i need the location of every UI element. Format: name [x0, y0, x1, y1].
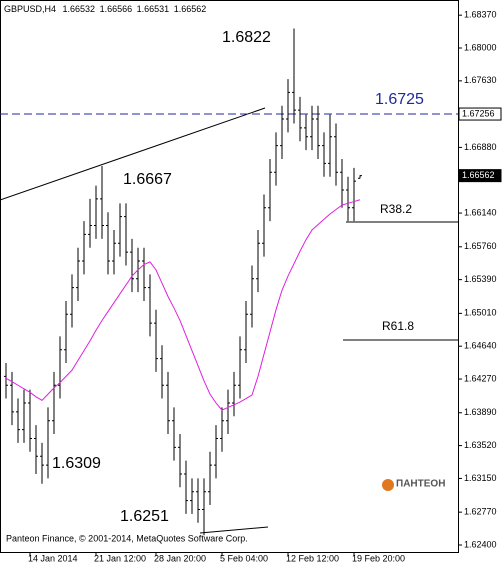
symbol: GBPUSD,H4	[4, 4, 56, 14]
price-annotation: 1.6667	[123, 171, 172, 188]
logo: ПАНТЕОН	[382, 479, 445, 491]
logo-icon	[382, 479, 394, 491]
price-annotation: 1.6822	[222, 29, 271, 46]
y-tick-label: 1.66140	[464, 207, 497, 217]
y-tick-label: 1.64640	[464, 341, 497, 351]
price-marker: 1.66562	[462, 170, 495, 180]
y-tick-label: 1.63890	[464, 407, 497, 417]
x-tick-label: 21 Jan 12:00	[94, 553, 146, 563]
y-tick-label: 1.68000	[464, 42, 497, 52]
trend-line	[0, 107, 266, 201]
header-open: 1.66532	[63, 4, 96, 14]
x-tick-label: 5 Feb 04:00	[220, 553, 268, 563]
logo-text: ПАНТЕОН	[396, 479, 445, 490]
y-tick-label: 1.62770	[464, 507, 497, 517]
footer: Panteon Finance, © 2001-2014, MetaQuotes…	[6, 533, 248, 543]
moving-average	[5, 199, 361, 411]
y-tick-label: 1.63150	[464, 473, 497, 483]
price-marker-box	[458, 169, 502, 183]
x-tick-label: 14 Jan 2014	[28, 553, 78, 563]
price-annotation: 1.6251	[120, 508, 169, 525]
header-low: 1.66531	[137, 4, 170, 14]
level-label: 1.6725	[375, 91, 424, 108]
y-tick-label: 1.65390	[464, 274, 497, 284]
y-tick-label: 1.68370	[464, 10, 497, 20]
x-tick-label: 19 Feb 20:00	[352, 553, 405, 563]
header-high: 1.66566	[100, 4, 133, 14]
x-tick-label: 28 Jan 20:00	[154, 553, 206, 563]
price-marker-box	[458, 107, 502, 121]
fib-label: R38.2	[380, 202, 412, 216]
plot-border	[0, 0, 459, 553]
y-tick-label: 1.65760	[464, 241, 497, 251]
y-tick-label: 1.64270	[464, 373, 497, 383]
price-annotation: 1.6309	[52, 455, 101, 472]
trend-line	[199, 526, 269, 534]
y-tick-label: 1.67630	[464, 75, 497, 85]
header-close: 1.66562	[174, 4, 207, 14]
y-tick-label: 1.66880	[464, 142, 497, 152]
fib-label: R61.8	[382, 319, 414, 333]
chart-title: GBPUSD,H4 1.66532 1.66566 1.66531 1.6656…	[4, 4, 206, 14]
y-tick-label: 1.62400	[464, 539, 497, 549]
y-tick-label: 1.63520	[464, 440, 497, 450]
price-marker: 1.67256	[462, 108, 495, 118]
x-tick-label: 12 Feb 12:00	[286, 553, 339, 563]
y-tick-label: 1.65010	[464, 308, 497, 318]
